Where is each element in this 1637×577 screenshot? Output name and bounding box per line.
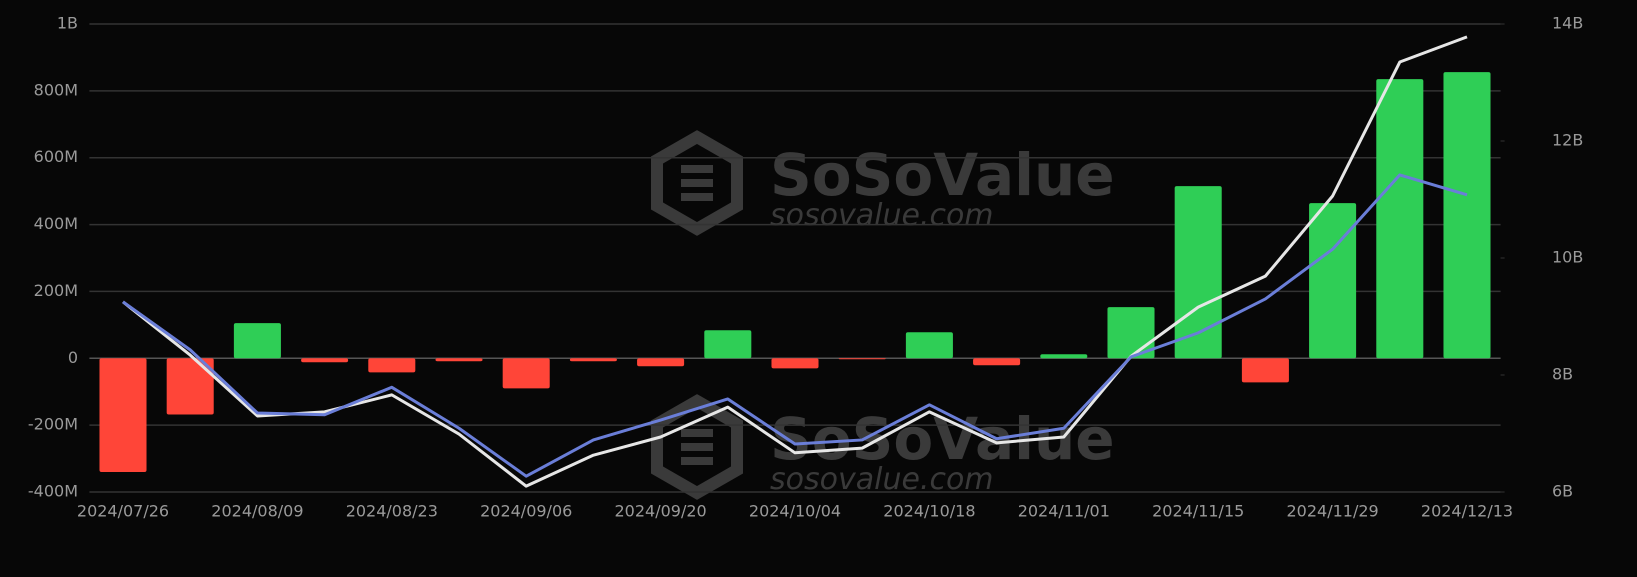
x-tick-label: 2024/09/20 [614,502,706,521]
line-series [122,173,1468,478]
y-tick-label: -400M [28,482,78,501]
y-tick-label: -200M [28,415,78,434]
bar [435,358,483,362]
bar [166,358,214,415]
y-tick-label: 800M [34,80,78,99]
x-tick-label: 2024/11/29 [1286,502,1378,521]
bar [1241,358,1289,383]
y-tick-label: 0 [68,348,78,367]
x-tick-label: 2024/09/06 [480,502,572,521]
y2-tick-label: 8B [1552,365,1573,384]
x-tick-label: 2024/10/04 [749,502,841,521]
x-tick-label: 2024/07/26 [77,502,169,521]
bar [502,358,550,389]
bar [704,330,752,359]
y2-tick-label: 10B [1552,248,1583,267]
x-tick-label: 2024/11/15 [1152,502,1244,521]
y2-tick-label: 12B [1552,131,1583,150]
watermark-site: sosovalue.com [770,198,994,233]
bar [905,332,953,359]
bar [637,358,685,367]
bar [1376,79,1424,359]
bar [368,358,416,373]
watermark-brand: SoSoValue [770,141,1115,209]
y-tick-label: 600M [34,147,78,166]
bar [233,323,281,359]
bar [569,358,617,362]
x-tick-label: 2024/08/23 [346,502,438,521]
watermark-site: sosovalue.com [770,462,994,497]
x-tick-label: 2024/10/18 [883,502,975,521]
bar [1040,354,1088,359]
x-tick-label: 2024/08/09 [211,502,303,521]
watermark-logo [651,130,743,236]
y2-tick-label: 6B [1552,482,1573,501]
y2-tick-label: 14B [1552,14,1583,33]
bar [771,358,819,369]
y-tick-label: 400M [34,214,78,233]
bar [301,358,349,363]
watermark: SoSoValue sosovalue.com SoSoValue sosova… [651,130,1115,500]
bar [99,358,147,472]
bar [973,358,1021,366]
bar [1107,307,1155,359]
bar [1309,203,1357,359]
bar [838,358,886,360]
x-tick-label: 2024/12/13 [1421,502,1513,521]
y-tick-label: 1B [57,14,78,33]
x-tick-label: 2024/11/01 [1018,502,1110,521]
watermark-logo [651,394,743,500]
bar [1443,72,1491,359]
y-tick-label: 200M [34,281,78,300]
